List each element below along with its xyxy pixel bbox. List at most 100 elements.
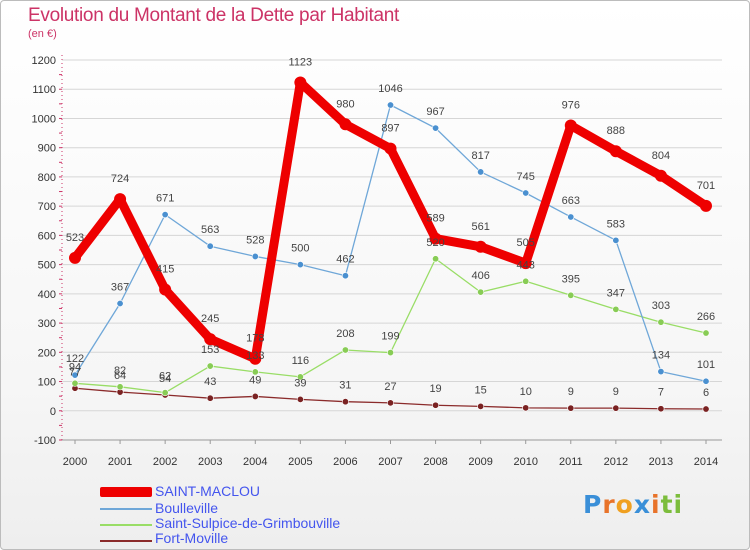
- data-point-saint-maclou: [474, 240, 487, 253]
- proxiti-logo: Proxiti: [583, 490, 684, 519]
- x-tick-label: 2005: [288, 456, 312, 468]
- data-label-saint-maclou: 976: [562, 99, 580, 111]
- data-point-fort-moville: [206, 394, 214, 402]
- data-point-fort-moville: [341, 398, 349, 406]
- data-label-fort-moville: 9: [613, 386, 619, 398]
- data-label-fort-moville: 27: [384, 381, 396, 393]
- data-point-saint-sulpice: [702, 329, 710, 337]
- data-label-saint-maclou: 897: [381, 123, 399, 135]
- data-point-boulleville: [477, 168, 485, 176]
- unit-label: (en €): [28, 28, 57, 40]
- x-tick-label: 2002: [153, 456, 177, 468]
- y-tick-label: 600: [38, 230, 56, 242]
- data-label-saint-sulpice: 62: [159, 371, 171, 383]
- x-tick-label: 2011: [559, 456, 583, 468]
- data-point-saint-sulpice: [296, 373, 304, 381]
- data-point-fort-moville: [567, 404, 575, 412]
- legend-label-boulleville: Boulleville: [155, 500, 219, 516]
- x-tick-label: 2013: [649, 456, 673, 468]
- y-tick-label: 1000: [32, 113, 56, 125]
- y-tick-label: 800: [38, 172, 56, 184]
- data-label-fort-moville: 39: [294, 377, 306, 389]
- chart-title: Evolution du Montant de la Dette par Hab…: [28, 5, 399, 26]
- data-label-fort-moville: 54: [159, 373, 171, 385]
- data-point-boulleville: [116, 299, 124, 307]
- data-label-boulleville: 1046: [378, 83, 402, 95]
- data-point-boulleville: [386, 101, 394, 109]
- data-point-saint-maclou: [159, 283, 172, 296]
- data-point-saint-maclou: [384, 142, 397, 155]
- legend-label-saint-maclou: SAINT-MACLOU: [155, 483, 261, 499]
- data-point-boulleville: [702, 377, 710, 385]
- x-tick-label: 2006: [333, 456, 357, 468]
- data-point-saint-sulpice: [386, 349, 394, 357]
- data-point-fort-moville: [432, 401, 440, 409]
- data-label-boulleville: 462: [336, 254, 354, 266]
- data-point-saint-maclou: [69, 251, 81, 264]
- data-label-saint-sulpice: 133: [246, 350, 264, 362]
- data-label-fort-moville: 31: [339, 380, 351, 392]
- y-tick-label: 100: [38, 377, 56, 389]
- data-label-boulleville: 563: [201, 224, 219, 236]
- data-label-saint-maclou: 415: [156, 263, 174, 275]
- legend-swatch-saint-sulpice: [100, 524, 152, 526]
- data-point-fort-moville: [612, 404, 620, 412]
- x-tick-label: 2010: [513, 456, 537, 468]
- data-label-boulleville: 663: [562, 195, 580, 207]
- data-point-saint-sulpice: [341, 346, 349, 354]
- data-point-saint-maclou: [429, 232, 442, 245]
- data-point-saint-maclou: [564, 119, 577, 132]
- data-label-fort-moville: 19: [429, 383, 441, 395]
- legend-swatch-boulleville: [100, 508, 152, 510]
- data-point-saint-sulpice: [251, 368, 259, 376]
- data-label-saint-sulpice: 395: [562, 273, 580, 285]
- data-label-saint-sulpice: 520: [426, 237, 444, 249]
- data-label-boulleville: 671: [156, 193, 174, 205]
- y-tick-label: 1200: [32, 55, 56, 67]
- data-point-boulleville: [432, 124, 440, 132]
- data-label-boulleville: 101: [697, 359, 715, 371]
- data-point-saint-maclou: [700, 199, 712, 212]
- y-tick-label: 1100: [32, 84, 56, 96]
- data-point-fort-moville: [657, 405, 665, 413]
- data-label-saint-maclou: 1123: [289, 57, 313, 69]
- data-label-boulleville: 528: [246, 234, 264, 246]
- data-point-saint-sulpice: [161, 389, 169, 397]
- data-label-saint-sulpice: 406: [471, 270, 489, 282]
- data-label-saint-maclou: 888: [607, 125, 625, 137]
- data-label-saint-maclou: 980: [336, 98, 354, 110]
- data-label-saint-sulpice: 266: [697, 311, 715, 323]
- data-point-boulleville: [612, 236, 620, 244]
- data-label-saint-sulpice: 94: [69, 361, 81, 373]
- data-label-fort-moville: 77: [69, 366, 81, 378]
- data-label-boulleville: 122: [66, 353, 84, 365]
- data-point-saint-sulpice: [522, 277, 530, 285]
- x-tick-label: 2009: [468, 456, 492, 468]
- legend-label-saint-sulpice: Saint-Sulpice-de-Grimbouville: [155, 515, 341, 531]
- data-point-boulleville: [251, 252, 259, 260]
- data-label-fort-moville: 6: [703, 387, 709, 399]
- data-point-boulleville: [296, 261, 304, 269]
- data-point-saint-maclou: [204, 333, 217, 346]
- data-label-saint-maclou: 505: [517, 237, 535, 249]
- data-point-saint-maclou: [294, 76, 307, 89]
- data-point-saint-maclou: [609, 145, 622, 158]
- data-label-saint-sulpice: 199: [381, 331, 399, 343]
- y-tick-label: 400: [38, 289, 56, 301]
- data-point-fort-moville: [386, 399, 394, 407]
- data-point-boulleville: [206, 242, 214, 250]
- data-label-boulleville: 817: [471, 150, 489, 162]
- data-point-saint-sulpice: [206, 362, 214, 370]
- data-point-saint-sulpice: [477, 288, 485, 296]
- data-point-saint-maclou: [654, 169, 667, 182]
- data-point-boulleville: [71, 371, 79, 379]
- y-tick-label: 700: [38, 201, 56, 213]
- data-label-boulleville: 967: [426, 106, 444, 118]
- y-tick-label: 900: [38, 143, 56, 155]
- data-point-fort-moville: [522, 404, 530, 412]
- legend-swatch-saint-maclou: [100, 487, 152, 497]
- data-point-saint-maclou: [249, 352, 262, 365]
- data-label-fort-moville: 43: [204, 376, 216, 388]
- data-label-saint-maclou: 589: [426, 213, 444, 225]
